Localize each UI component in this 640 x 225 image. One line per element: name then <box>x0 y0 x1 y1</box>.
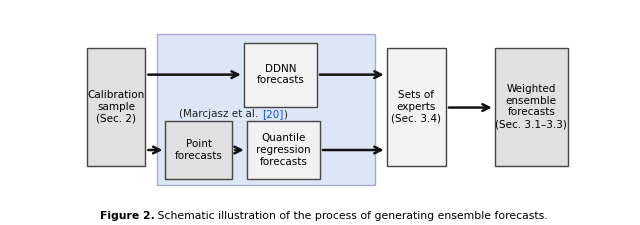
Text: Calibration
sample
(Sec. 2): Calibration sample (Sec. 2) <box>88 90 145 123</box>
Text: Sets of
experts
(Sec. 3.4): Sets of experts (Sec. 3.4) <box>391 90 442 123</box>
FancyBboxPatch shape <box>244 43 317 107</box>
Text: ): ) <box>283 110 287 119</box>
FancyBboxPatch shape <box>387 48 446 166</box>
FancyBboxPatch shape <box>246 121 320 180</box>
Text: Point
forecasts: Point forecasts <box>175 139 223 161</box>
FancyBboxPatch shape <box>495 48 568 166</box>
Text: DDNN
forecasts: DDNN forecasts <box>257 64 305 86</box>
Text: Quantile
regression
forecasts: Quantile regression forecasts <box>256 133 310 166</box>
Text: Schematic illustration of the process of generating ensemble forecasts.: Schematic illustration of the process of… <box>154 211 548 221</box>
Text: [20]: [20] <box>262 110 283 119</box>
Text: (Marcjasz et al.: (Marcjasz et al. <box>179 110 262 119</box>
FancyBboxPatch shape <box>157 34 375 185</box>
FancyBboxPatch shape <box>87 48 145 166</box>
Text: Weighted
ensemble
forecasts
(Sec. 3.1–3.3): Weighted ensemble forecasts (Sec. 3.1–3.… <box>495 84 567 129</box>
Text: Figure 2.: Figure 2. <box>100 211 154 221</box>
FancyBboxPatch shape <box>165 121 232 180</box>
